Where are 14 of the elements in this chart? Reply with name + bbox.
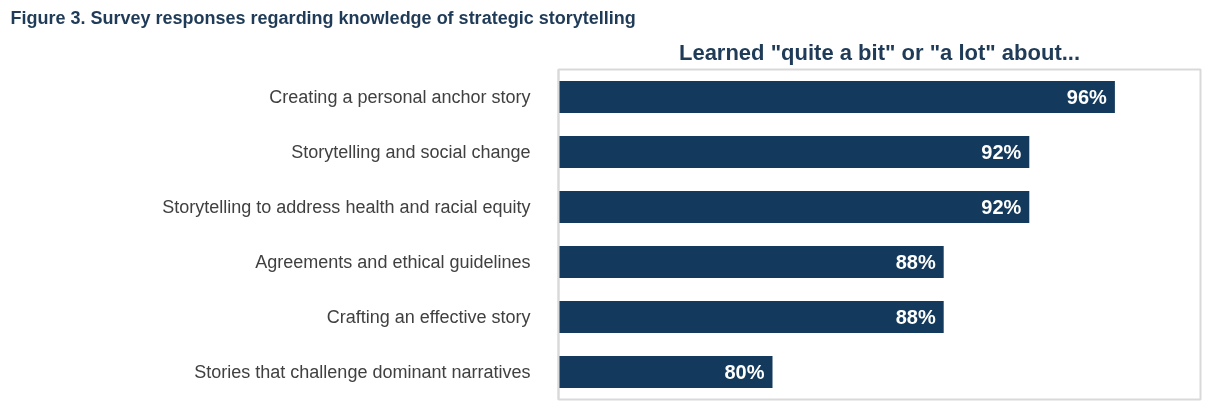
chart-subtitle: Learned "quite a bit" or "a lot" about... (678, 39, 1081, 65)
data-label: 88% (895, 306, 936, 328)
y-tick-label: Storytelling to address health and racial equity (162, 197, 531, 217)
y-tick-label: Agreements and ethical guidelines (255, 252, 531, 272)
y-tick-label: Crafting an effective story (326, 307, 531, 327)
data-label: 92% (981, 141, 1022, 163)
text: Figure 3. Survey responses regarding knowledge of strategic storytelling (10, 7, 636, 28)
data-label: 96% (1066, 86, 1108, 108)
y-tick-label: Stories that challenge dominant narratives (194, 362, 531, 382)
y-tick-label: Storytelling and social change (291, 142, 531, 162)
data-label: 80% (724, 361, 765, 383)
y-tick-label: Creating a personal anchor story (269, 87, 531, 107)
data-label: 88% (895, 251, 936, 273)
data-label: 92% (981, 196, 1022, 218)
